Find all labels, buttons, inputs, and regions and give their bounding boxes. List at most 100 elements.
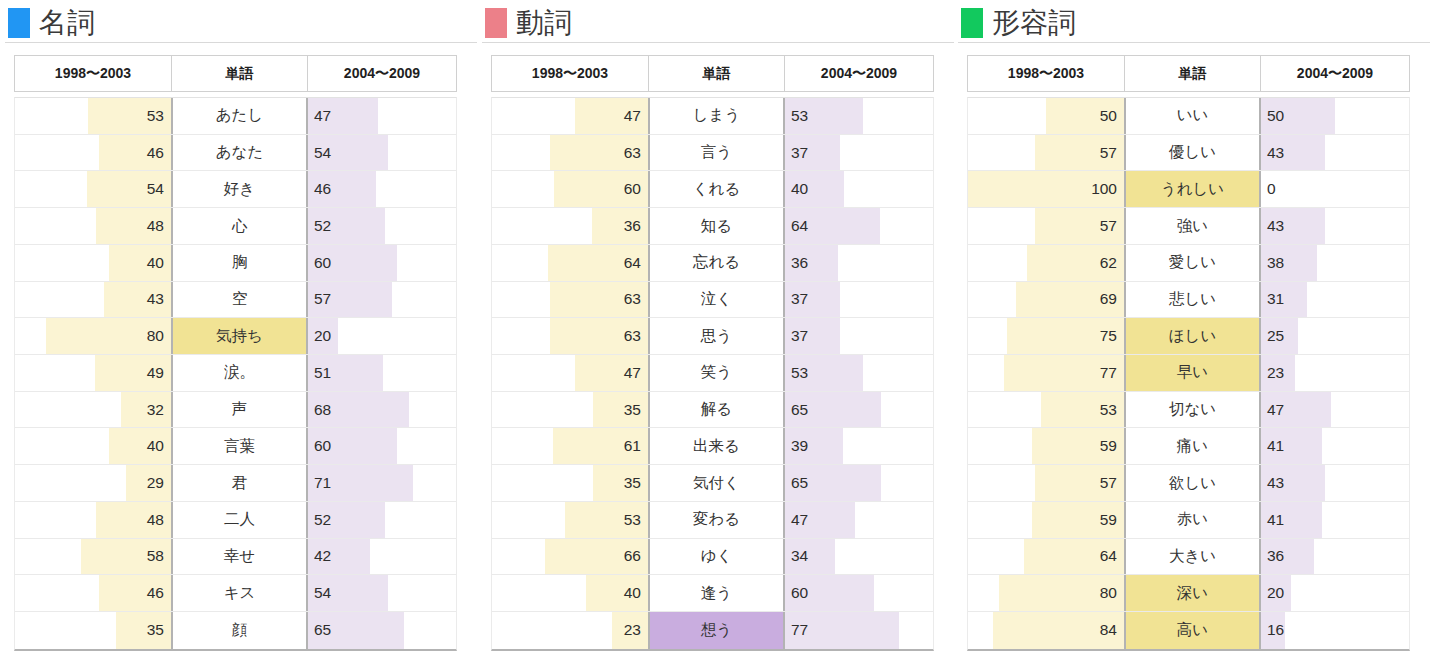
- recent-value: 77: [785, 612, 933, 649]
- recent-value: 41: [1261, 502, 1409, 538]
- table-row[interactable]: 46あなた54: [15, 135, 456, 172]
- cell-past-share: 48: [15, 208, 171, 244]
- cell-past-share: 23: [492, 612, 648, 649]
- word-label: 高い: [1177, 620, 1208, 641]
- column-header-2004-2009[interactable]: 2004〜2009: [785, 56, 933, 91]
- recent-value: 71: [308, 465, 456, 501]
- table-row[interactable]: 77早い23: [968, 355, 1409, 392]
- table-row[interactable]: 53あたし47: [15, 98, 456, 135]
- table-row[interactable]: 48二人52: [15, 502, 456, 539]
- table-row[interactable]: 63思う37: [492, 318, 933, 355]
- table-row[interactable]: 61出来る39: [492, 428, 933, 465]
- column-header-1998-2003[interactable]: 1998〜2003: [15, 56, 171, 91]
- table-row[interactable]: 47しまう53: [492, 98, 933, 135]
- table-row[interactable]: 50いい50: [968, 98, 1409, 135]
- table-row[interactable]: 46キス54: [15, 575, 456, 612]
- table-row[interactable]: 47笑う53: [492, 355, 933, 392]
- table-row[interactable]: 58幸せ42: [15, 539, 456, 576]
- table-row[interactable]: 57優しい43: [968, 135, 1409, 172]
- recent-value: 47: [1261, 392, 1409, 428]
- table-row[interactable]: 32声68: [15, 392, 456, 429]
- past-value: 59: [968, 502, 1124, 538]
- table-row[interactable]: 64忘れる36: [492, 245, 933, 282]
- column-header-word[interactable]: 単語: [171, 56, 308, 91]
- cell-past-share: 64: [968, 539, 1124, 575]
- table-row[interactable]: 53変わる47: [492, 502, 933, 539]
- past-value: 57: [968, 465, 1124, 501]
- cell-past-share: 48: [15, 502, 171, 538]
- table-row[interactable]: 75ほしい25: [968, 318, 1409, 355]
- table-row[interactable]: 100うれしい0: [968, 171, 1409, 208]
- table-row[interactable]: 36知る64: [492, 208, 933, 245]
- table-row[interactable]: 59赤い41: [968, 502, 1409, 539]
- column-header-word[interactable]: 単語: [1124, 56, 1261, 91]
- recent-value: 60: [308, 245, 456, 281]
- column-header-word[interactable]: 単語: [648, 56, 785, 91]
- word-label: 忘れる: [693, 252, 740, 273]
- table-row[interactable]: 57強い43: [968, 208, 1409, 245]
- past-value: 84: [968, 612, 1124, 649]
- past-value: 29: [15, 465, 171, 501]
- cell-recent-share: 65: [785, 392, 933, 428]
- table-row[interactable]: 63泣く37: [492, 282, 933, 319]
- column-header-2004-2009[interactable]: 2004〜2009: [1261, 56, 1409, 91]
- table-row[interactable]: 40胸60: [15, 245, 456, 282]
- table-row[interactable]: 40逢う60: [492, 575, 933, 612]
- past-value: 35: [492, 392, 648, 428]
- word-label: ゆく: [701, 546, 733, 567]
- table-row[interactable]: 60くれる40: [492, 171, 933, 208]
- table-row[interactable]: 48心52: [15, 208, 456, 245]
- cell-word: ほしい: [1124, 318, 1261, 354]
- table-row[interactable]: 64大きい36: [968, 539, 1409, 576]
- recent-value: 53: [785, 355, 933, 391]
- dashboard-canvas: 名詞 1998〜2003 単語 2004〜2009 53あたし4746あなた54…: [0, 0, 1440, 666]
- table-row[interactable]: 29君71: [15, 465, 456, 502]
- table-header-row: 1998〜2003 単語 2004〜2009: [967, 55, 1410, 92]
- table-row[interactable]: 69悲しい31: [968, 282, 1409, 319]
- cell-word: うれしい: [1124, 171, 1261, 207]
- cell-word: 大きい: [1124, 539, 1261, 575]
- table-row[interactable]: 23想う77: [492, 612, 933, 649]
- table-row[interactable]: 80深い20: [968, 575, 1409, 612]
- table-row[interactable]: 35気付く65: [492, 465, 933, 502]
- recent-value: 43: [1261, 465, 1409, 501]
- recent-value: 42: [308, 539, 456, 575]
- column-header-2004-2009[interactable]: 2004〜2009: [308, 56, 456, 91]
- cell-recent-share: 40: [785, 171, 933, 207]
- cell-past-share: 35: [492, 465, 648, 501]
- word-label: キス: [224, 583, 256, 604]
- column-header-1998-2003[interactable]: 1998〜2003: [492, 56, 648, 91]
- past-value: 40: [15, 428, 171, 464]
- cell-recent-share: 77: [785, 612, 933, 649]
- table-row[interactable]: 62愛しい38: [968, 245, 1409, 282]
- past-value: 66: [492, 539, 648, 575]
- cell-past-share: 49: [15, 355, 171, 391]
- cell-past-share: 53: [492, 502, 648, 538]
- recent-value: 34: [785, 539, 933, 575]
- table-row[interactable]: 66 ゆく 34: [492, 539, 933, 576]
- table-row[interactable]: 84高い16: [968, 612, 1409, 649]
- table-row[interactable]: 43空57: [15, 282, 456, 319]
- cell-past-share: 40: [15, 245, 171, 281]
- past-value: 53: [492, 502, 648, 538]
- table-row[interactable]: 53切ない47: [968, 392, 1409, 429]
- cell-word: 忘れる: [648, 245, 785, 281]
- word-label: 泣く: [701, 289, 732, 310]
- table-row[interactable]: 49涙。51: [15, 355, 456, 392]
- table-row[interactable]: 63言う37: [492, 135, 933, 172]
- recent-value: 36: [785, 245, 933, 281]
- table-row[interactable]: 80気持ち20: [15, 318, 456, 355]
- visual-title: 名詞: [39, 4, 95, 42]
- table-row[interactable]: 57欲しい43: [968, 465, 1409, 502]
- column-header-1998-2003[interactable]: 1998〜2003: [968, 56, 1124, 91]
- cell-word: 気持ち: [171, 318, 308, 354]
- table-row[interactable]: 40言葉60: [15, 428, 456, 465]
- cell-word: 解る: [648, 392, 785, 428]
- recent-value: 68: [308, 392, 456, 428]
- table-row[interactable]: 35解る65: [492, 392, 933, 429]
- past-value: 43: [15, 282, 171, 318]
- table-row[interactable]: 54好き46: [15, 171, 456, 208]
- table-row[interactable]: 59痛い41: [968, 428, 1409, 465]
- table-row[interactable]: 35顔65: [15, 612, 456, 649]
- past-value: 46: [15, 135, 171, 171]
